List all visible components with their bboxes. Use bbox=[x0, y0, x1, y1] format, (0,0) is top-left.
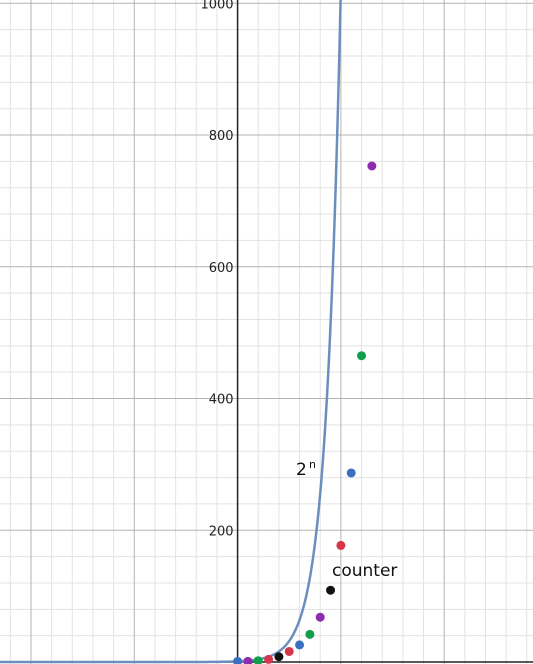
points-label: counter bbox=[332, 561, 397, 581]
counter-point[interactable] bbox=[326, 585, 336, 595]
counter-point[interactable] bbox=[315, 612, 325, 622]
counter-point[interactable] bbox=[367, 161, 377, 171]
counter-point[interactable] bbox=[357, 351, 367, 361]
curve-label: 2 bbox=[296, 460, 307, 480]
y-tick-label: 400 bbox=[209, 393, 234, 408]
counter-point[interactable] bbox=[346, 468, 356, 478]
counter-point[interactable] bbox=[233, 656, 243, 664]
tick-labels: -20-10010202004006008001000 bbox=[200, 0, 234, 539]
counter-point[interactable] bbox=[336, 540, 346, 550]
y-tick-label: 200 bbox=[209, 524, 234, 539]
y-tick-label: 600 bbox=[209, 261, 234, 276]
counter-point[interactable] bbox=[264, 654, 274, 664]
y-tick-label: 800 bbox=[209, 129, 234, 144]
counter-point[interactable] bbox=[305, 629, 315, 639]
curve-label-exponent: n bbox=[309, 458, 316, 471]
counter-point[interactable] bbox=[253, 656, 263, 664]
counter-points[interactable] bbox=[233, 161, 377, 664]
counter-point[interactable] bbox=[243, 656, 253, 664]
counter-point[interactable] bbox=[274, 652, 284, 662]
counter-point[interactable] bbox=[284, 646, 294, 656]
curve-2n[interactable] bbox=[0, 0, 342, 664]
counter-point[interactable] bbox=[295, 640, 305, 650]
y-tick-label: 1000 bbox=[200, 0, 233, 12]
